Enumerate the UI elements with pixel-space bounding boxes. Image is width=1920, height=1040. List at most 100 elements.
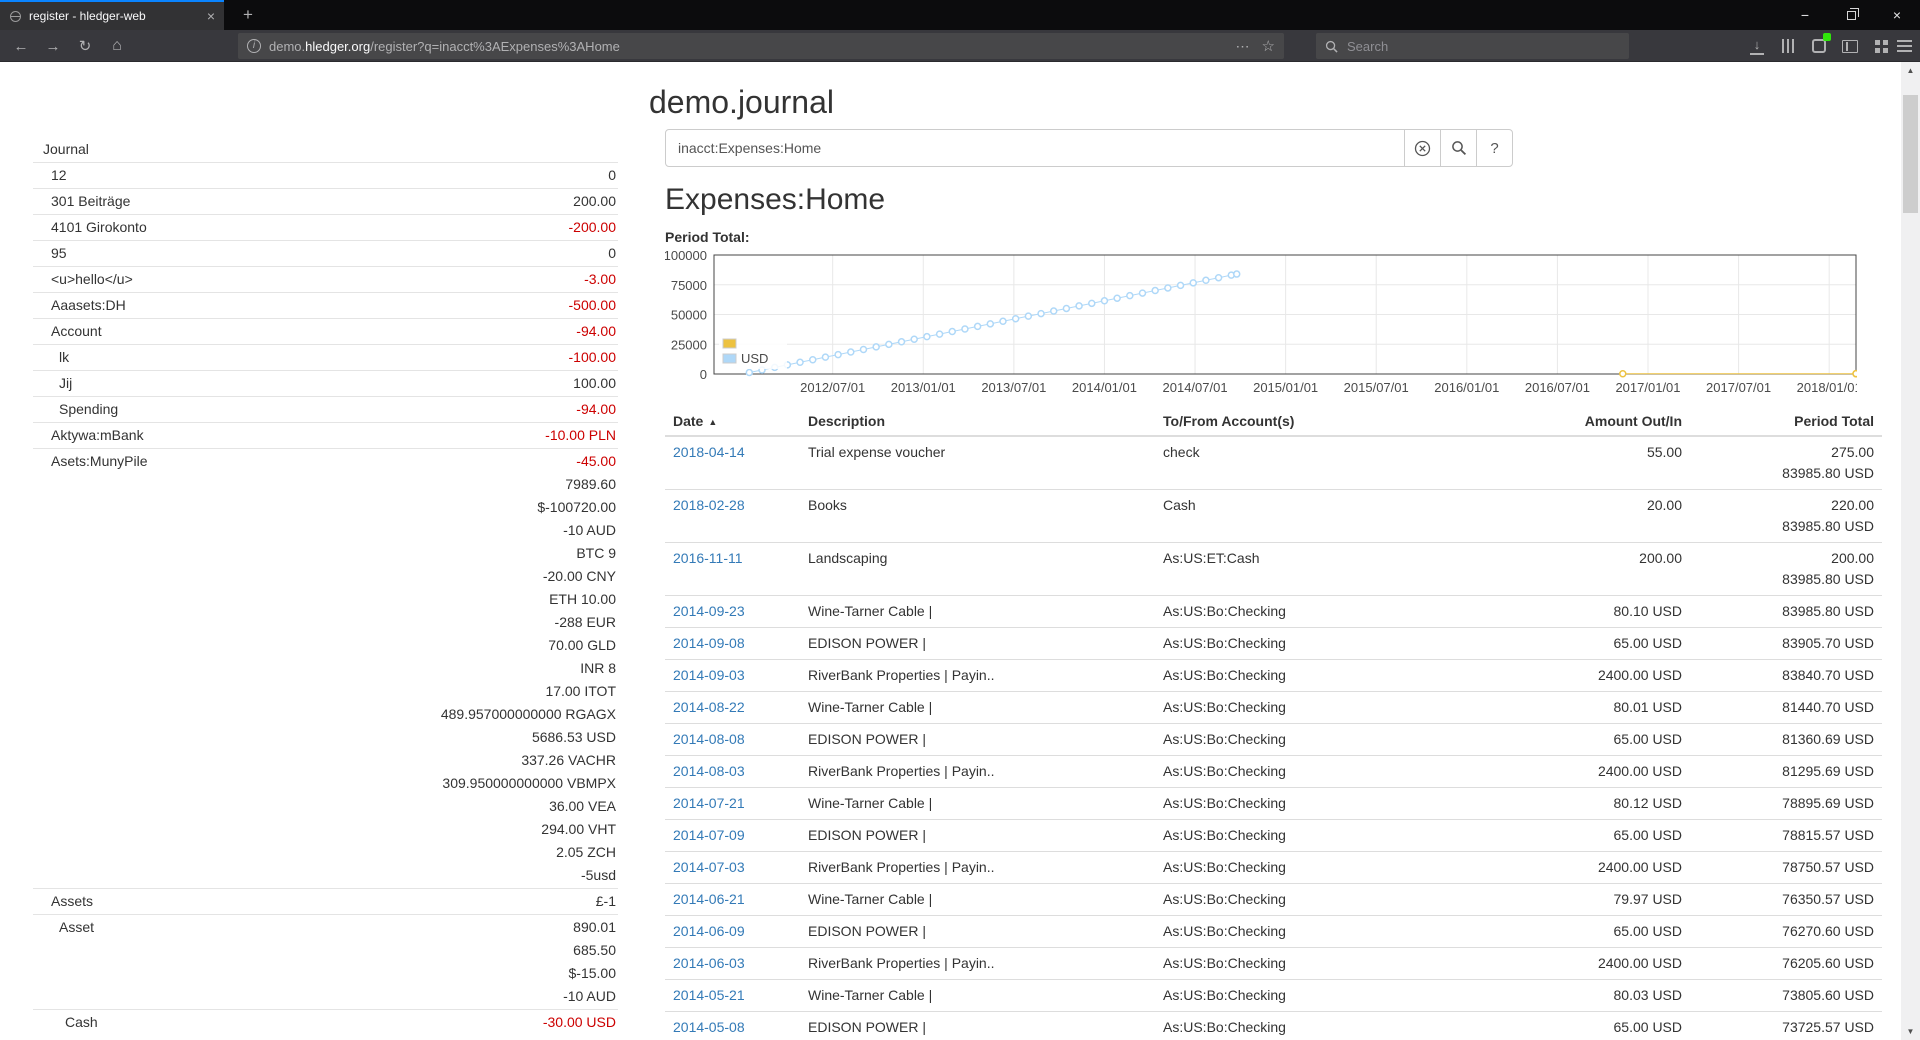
tab-close-icon[interactable]: × xyxy=(206,8,215,24)
register-date-link[interactable]: 2014-07-09 xyxy=(673,827,745,843)
window-minimize-button[interactable]: − xyxy=(1800,7,1810,23)
back-button[interactable]: ← xyxy=(13,37,29,55)
register-date-link[interactable]: 2014-08-22 xyxy=(673,699,745,715)
register-date-link[interactable]: 2014-09-08 xyxy=(673,635,745,651)
sidebar-journal-link[interactable]: Journal xyxy=(43,141,89,157)
window-restore-button[interactable] xyxy=(1828,0,1874,30)
home-button[interactable]: ⌂ xyxy=(112,37,122,54)
register-description: RiverBank Properties | Payin.. xyxy=(800,851,1155,884)
svg-text:2012/07/01: 2012/07/01 xyxy=(800,380,865,395)
sidebar-account-link[interactable]: 4101 Girokonto xyxy=(51,219,147,235)
url-bar[interactable]: i demo.hledger.org/register?q=inacct%3AE… xyxy=(238,33,1284,59)
sidebar-account-link[interactable]: Asets:MunyPile xyxy=(51,453,148,469)
svg-text:2014/01/01: 2014/01/01 xyxy=(1072,380,1137,395)
svg-text:2018/01/01: 2018/01/01 xyxy=(1797,380,1857,395)
browser-search-bar[interactable] xyxy=(1316,33,1629,59)
sidebar-account-link[interactable]: 95 xyxy=(51,245,67,261)
register-period-total: 76270.60 USD xyxy=(1690,915,1882,948)
register-description: EDISON POWER | xyxy=(800,1011,1155,1040)
scroll-down-icon[interactable]: ▼ xyxy=(1906,1027,1915,1036)
sidebar-account-link[interactable]: 12 xyxy=(51,167,67,183)
register-date-link[interactable]: 2014-05-21 xyxy=(673,987,745,1003)
register-amount: 2400.00 USD xyxy=(1485,851,1690,884)
reload-button[interactable]: ↻ xyxy=(78,38,92,55)
help-button[interactable]: ? xyxy=(1476,129,1513,167)
browser-tab[interactable]: register - hledger-web × xyxy=(0,0,224,30)
svg-text:2013/07/01: 2013/07/01 xyxy=(981,380,1046,395)
apps-grid-button[interactable] xyxy=(1866,30,1896,62)
library-button[interactable] xyxy=(1773,30,1803,62)
register-date-link[interactable]: 2014-05-08 xyxy=(673,1019,745,1035)
column-header-account[interactable]: To/From Account(s) xyxy=(1155,407,1485,437)
svg-text:2015/01/01: 2015/01/01 xyxy=(1253,380,1318,395)
page-actions-icon[interactable]: ⋯ xyxy=(1235,37,1250,54)
register-date-link[interactable]: 2014-08-08 xyxy=(673,731,745,747)
register-date-link[interactable]: 2018-02-28 xyxy=(673,497,745,513)
forward-button[interactable]: → xyxy=(45,37,61,55)
sidebar-account-link[interactable]: lk xyxy=(59,349,70,365)
register-date-link[interactable]: 2014-09-23 xyxy=(673,603,745,619)
browser-titlebar: register - hledger-web × + − × xyxy=(0,0,1920,30)
sidebar-account-link[interactable]: Asset xyxy=(59,919,95,935)
url-text: demo.hledger.org/register?q=inacct%3AExp… xyxy=(269,39,1236,54)
sidebar-account-link[interactable]: Jij xyxy=(59,375,73,391)
sidebar-account-link[interactable]: Assets xyxy=(51,893,94,909)
site-info-icon[interactable]: i xyxy=(247,39,261,53)
query-input[interactable] xyxy=(665,129,1405,167)
journal-title: demo.journal xyxy=(649,84,834,120)
sidebar-account-row: Asset 890.01 685.50 $-15.00 -10 AUD xyxy=(33,914,618,1010)
sidebar-account-link[interactable]: <u>hello</u> xyxy=(51,271,133,287)
browser-search-input[interactable] xyxy=(1345,37,1595,55)
column-header-amount[interactable]: Amount Out/In xyxy=(1485,407,1690,437)
account-balance: -3.00 xyxy=(263,266,618,293)
register-row: 2014-08-08 EDISON POWER | As:US:Bo:Checkin… xyxy=(665,723,1882,756)
sidebar-account-link[interactable]: Aaasets:DH xyxy=(51,297,126,313)
register-amount: 80.12 USD xyxy=(1485,787,1690,820)
sidebar-account-link[interactable]: Aktywa:mBank xyxy=(51,427,144,443)
svg-text:2017/07/01: 2017/07/01 xyxy=(1706,380,1771,395)
column-header-period-total[interactable]: Period Total xyxy=(1690,407,1882,437)
register-date-link[interactable]: 2018-04-14 xyxy=(673,444,745,460)
register-row: 2014-07-09 EDISON POWER | As:US:Bo:Checkin… xyxy=(665,819,1882,852)
account-balance: -94.00 xyxy=(263,396,618,423)
sidebar-toggle-button[interactable] xyxy=(1835,30,1865,62)
register-date-link[interactable]: 2014-06-21 xyxy=(673,891,745,907)
register-row: 2018-02-28 Books Cash 20.00 220.00 83985.80 U… xyxy=(665,489,1882,543)
register-period-total: 73805.60 USD xyxy=(1690,979,1882,1012)
register-date-link[interactable]: 2016-11-11 xyxy=(673,550,743,566)
register-row: 2014-06-21 Wine-Tarner Cable | As:US:Bo:Ch… xyxy=(665,883,1882,916)
window-close-button[interactable]: × xyxy=(1892,7,1902,23)
register-row: 2016-11-11 Landscaping As:US:ET:Cash 200.00… xyxy=(665,542,1882,596)
sidebar-account-link[interactable]: Spending xyxy=(59,401,119,417)
sidebar-account-link[interactable]: Cash xyxy=(65,1014,98,1030)
column-header-date[interactable]: Date ▲ xyxy=(665,407,800,437)
register-date-link[interactable]: 2014-09-03 xyxy=(673,667,745,683)
scroll-up-icon[interactable]: ▲ xyxy=(1906,66,1915,75)
clear-query-button[interactable] xyxy=(1404,129,1441,167)
sidebar-account-row: 301 Beiträge 200.00 xyxy=(33,188,618,215)
bookmark-star-icon[interactable]: ☆ xyxy=(1261,38,1275,55)
search-submit-button[interactable] xyxy=(1440,129,1477,167)
page-scrollbar[interactable]: ▲ ▼ xyxy=(1901,62,1920,1040)
register-date-link[interactable]: 2014-07-21 xyxy=(673,795,745,811)
register-account: As:US:Bo:Checking xyxy=(1155,595,1485,628)
scrollbar-thumb[interactable] xyxy=(1903,95,1918,213)
menu-button[interactable] xyxy=(1890,30,1918,62)
sidebar-account-row: Aktywa:mBank -10.00 PLN xyxy=(33,422,618,449)
sidebar-account-link[interactable]: 301 Beiträge xyxy=(51,193,131,209)
account-balance: -10.00 PLN xyxy=(263,422,618,449)
register-date-link[interactable]: 2014-06-09 xyxy=(673,923,745,939)
new-tab-button[interactable]: + xyxy=(243,5,253,24)
downloads-button[interactable]: ↓ xyxy=(1742,30,1772,62)
register-description: Wine-Tarner Cable | xyxy=(800,691,1155,724)
register-date-link[interactable]: 2014-08-03 xyxy=(673,763,745,779)
sidebar-account-link[interactable]: Account xyxy=(51,323,102,339)
extension-button[interactable] xyxy=(1804,30,1834,62)
library-icon xyxy=(1781,39,1795,53)
sidebar-account-row: lk -100.00 xyxy=(33,344,618,371)
register-row: 2014-05-08 EDISON POWER | As:US:Bo:Checkin… xyxy=(665,1011,1882,1040)
register-amount: 80.03 USD xyxy=(1485,979,1690,1012)
register-date-link[interactable]: 2014-07-03 xyxy=(673,859,745,875)
column-header-description[interactable]: Description xyxy=(800,407,1155,437)
register-date-link[interactable]: 2014-06-03 xyxy=(673,955,745,971)
